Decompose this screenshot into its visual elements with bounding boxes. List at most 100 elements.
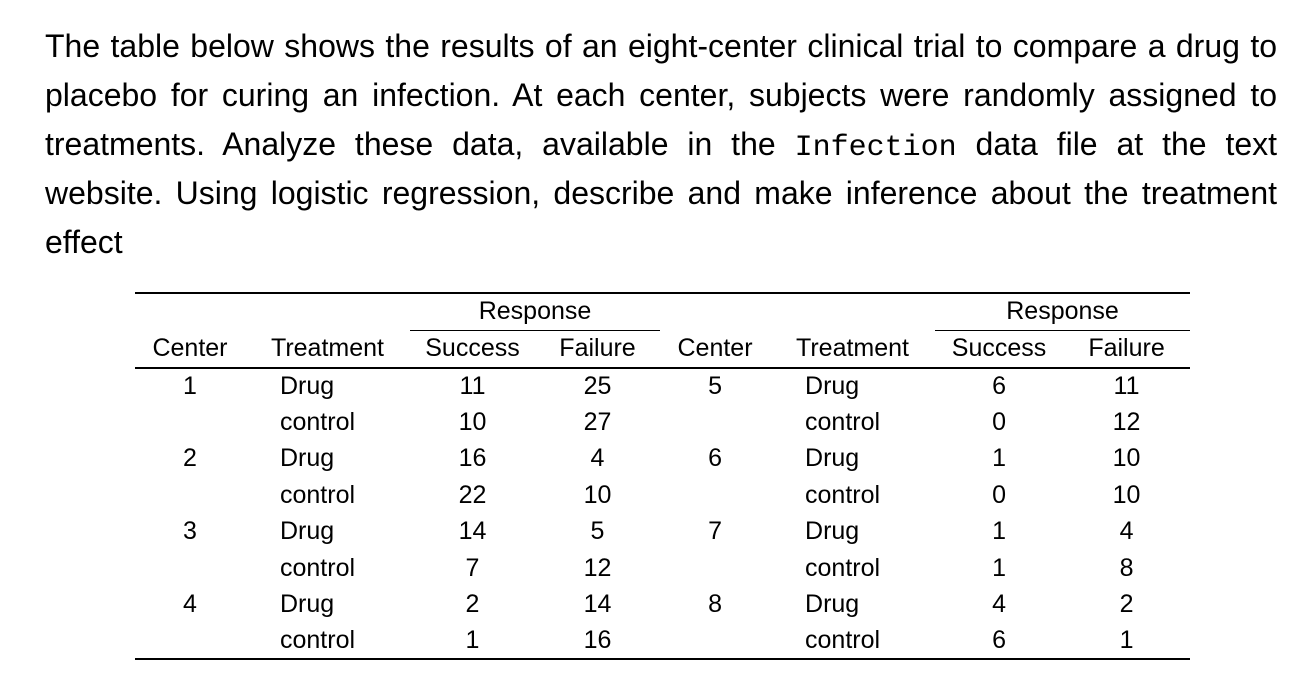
- cell-center: 3: [183, 517, 197, 546]
- cell-failure: 2: [1119, 590, 1134, 619]
- cell-failure: 11: [1113, 372, 1140, 401]
- response-spanner-right: Response: [935, 293, 1191, 331]
- header-center-left: Center: [135, 330, 245, 369]
- cell-center: 1: [183, 372, 197, 401]
- cell-success: 1: [465, 625, 480, 654]
- cell-failure: 14: [583, 590, 612, 619]
- header-failure-left: Failure: [535, 330, 661, 369]
- cell-failure: 5: [590, 517, 605, 546]
- cell-treatment: control: [805, 625, 881, 654]
- cell-success: 1: [992, 517, 1006, 546]
- cell-center: [660, 623, 770, 659]
- problem-line-2: placebo for curing an infection. At each…: [45, 77, 1277, 113]
- cell-treatment: control: [805, 408, 881, 437]
- cell-treatment: control: [805, 480, 881, 509]
- cell-failure: 4: [590, 444, 605, 473]
- cell-failure: 4: [1119, 517, 1134, 546]
- response-spanner-left: Response: [410, 293, 661, 331]
- cell-treatment: Drug: [280, 444, 335, 473]
- problem-line-5: effect: [45, 224, 123, 260]
- header-failure-right: Failure: [1063, 330, 1191, 369]
- table-row: control 7 12 control 1 8: [135, 550, 1190, 586]
- header-success-left: Success: [410, 330, 535, 369]
- cell-treatment: Drug: [280, 372, 335, 401]
- header-treatment-left: Treatment: [245, 330, 410, 369]
- spacer-cell: [660, 293, 770, 330]
- cell-failure: 12: [1112, 408, 1141, 437]
- cell-success: 7: [465, 553, 480, 582]
- cell-success: 1: [992, 553, 1006, 582]
- cell-center: 6: [708, 444, 722, 473]
- cell-center: 7: [708, 517, 722, 546]
- cell-center: 2: [183, 444, 197, 473]
- cell-failure: 27: [583, 408, 612, 437]
- cell-success: 0: [992, 480, 1006, 509]
- cell-treatment: control: [280, 553, 356, 582]
- header-center-right: Center: [660, 330, 771, 369]
- column-header-row: Center Treatment Success Failure Center …: [135, 330, 1191, 369]
- cell-center: [135, 550, 245, 586]
- cell-success: 16: [458, 444, 487, 473]
- table-header: Response Response Center Treatment Succe…: [135, 293, 1191, 369]
- problem-text: The table below shows the results of an …: [45, 22, 1277, 267]
- header-success-right: Success: [935, 330, 1064, 369]
- cell-success: 14: [458, 517, 487, 546]
- cell-success: 4: [992, 590, 1006, 619]
- cell-success: 6: [992, 625, 1006, 654]
- problem-line-3-post: data file at the text: [975, 126, 1278, 162]
- cell-treatment: control: [280, 480, 356, 509]
- cell-success: 10: [458, 408, 487, 437]
- cell-treatment: Drug: [805, 444, 860, 473]
- cell-treatment: control: [280, 408, 356, 437]
- cell-failure: 8: [1119, 553, 1134, 582]
- cell-failure: 10: [583, 480, 612, 509]
- cell-treatment: control: [280, 625, 356, 654]
- table-row: 1 Drug 11 25 5 Drug 6 11: [135, 368, 1190, 404]
- problem-line-1: The table below shows the results of an …: [45, 28, 1277, 64]
- spacer-cell: [245, 293, 410, 330]
- cell-success: 11: [459, 372, 486, 401]
- cell-treatment: Drug: [805, 372, 860, 401]
- cell-center: 8: [708, 590, 722, 619]
- table-row: 4 Drug 2 14 8 Drug 4 2: [135, 586, 1190, 622]
- cell-center: [135, 477, 245, 513]
- spacer-cell: [770, 293, 935, 330]
- cell-center: [660, 550, 770, 586]
- cell-failure: 12: [583, 553, 612, 582]
- table-row: 3 Drug 14 5 7 Drug 1 4: [135, 514, 1190, 550]
- header-treatment-right: Treatment: [770, 330, 936, 369]
- cell-treatment: Drug: [280, 517, 335, 546]
- problem-line-3: treatments. Analyze these data, availabl…: [45, 120, 1277, 169]
- response-spanner-row: Response Response: [135, 293, 1191, 331]
- cell-center: [135, 623, 245, 659]
- problem-line-3-pre: treatments. Analyze these data, availabl…: [45, 126, 776, 162]
- cell-treatment: Drug: [280, 590, 335, 619]
- cell-treatment: Drug: [805, 590, 860, 619]
- cell-failure: 1: [1119, 625, 1134, 654]
- table-row: 2 Drug 16 4 6 Drug 1 10: [135, 441, 1190, 477]
- cell-failure: 10: [1112, 480, 1141, 509]
- cell-success: 6: [992, 372, 1006, 401]
- cell-success: 2: [465, 590, 480, 619]
- cell-treatment: Drug: [805, 517, 860, 546]
- cell-center: [660, 404, 770, 440]
- cell-success: 1: [992, 444, 1006, 473]
- cell-success: 0: [992, 408, 1006, 437]
- cell-center: [660, 477, 770, 513]
- table-row: control 22 10 control 0 10: [135, 477, 1190, 513]
- spacer-cell: [135, 293, 245, 330]
- cell-success: 22: [458, 480, 487, 509]
- cell-failure: 25: [583, 372, 612, 401]
- table-row: control 1 16 control 6 1: [135, 623, 1190, 659]
- table-body: 1 Drug 11 25 5 Drug 6 11 control 10 27 control 0 12 2 D…: [135, 368, 1190, 659]
- cell-treatment: control: [805, 553, 881, 582]
- table-row: control 10 27 control 0 12: [135, 404, 1190, 440]
- cell-failure: 16: [583, 625, 612, 654]
- cell-center: 4: [183, 590, 197, 619]
- cell-center: [135, 404, 245, 440]
- problem-line-4: website. Using logistic regression, desc…: [45, 175, 1277, 211]
- clinical-trial-table: Response Response Center Treatment Succe…: [135, 292, 1191, 661]
- cell-center: 5: [708, 372, 722, 401]
- cell-failure: 10: [1112, 444, 1141, 473]
